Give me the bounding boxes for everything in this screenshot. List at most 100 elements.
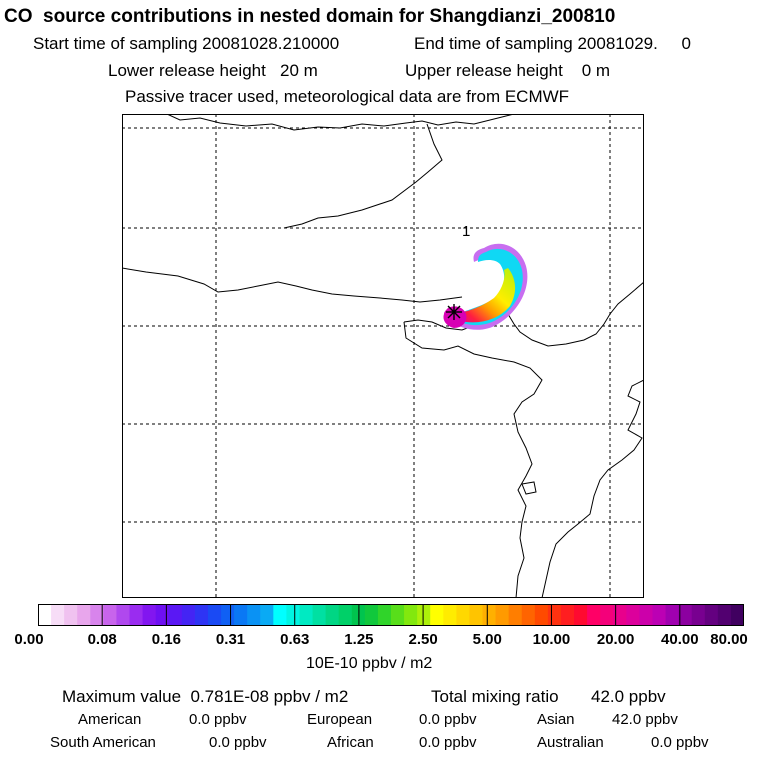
colorbar-cell bbox=[377, 604, 392, 626]
region-value: 0.0 ppbv bbox=[419, 734, 477, 751]
colorbar-tick-label: 20.00 bbox=[596, 631, 635, 648]
region-value: 0.0 ppbv bbox=[209, 734, 267, 751]
colorbar-cell bbox=[495, 604, 510, 626]
colorbar-cell bbox=[338, 604, 353, 626]
colorbar-cell bbox=[286, 604, 301, 626]
colorbar-cell bbox=[613, 604, 627, 626]
graticule bbox=[122, 114, 644, 598]
colorbar-cell bbox=[64, 604, 78, 626]
colorbar-cell bbox=[600, 604, 614, 626]
colorbar-cell bbox=[534, 604, 549, 626]
colorbar-cell bbox=[691, 604, 706, 626]
colorbar-cell bbox=[652, 604, 667, 626]
coastline-east bbox=[403, 281, 644, 347]
map-panel: 1 bbox=[122, 114, 644, 598]
region-value: 42.0 ppbv bbox=[612, 711, 678, 728]
colorbar-tick-label: 80.00 bbox=[710, 631, 748, 648]
start-time-label: Start time of sampling 20081028.210000 bbox=[33, 34, 340, 53]
colorbar-cell bbox=[639, 604, 654, 626]
end-time-label: End time of sampling 20081029. 0 bbox=[414, 34, 691, 53]
colorbar-cell bbox=[717, 604, 732, 626]
max-value-label: Maximum value 0.781E-08 ppbv / m2 bbox=[62, 687, 349, 706]
total-mixing-ratio-label: Total mixing ratio bbox=[431, 687, 559, 706]
colorbar bbox=[38, 604, 744, 626]
colorbar-cell bbox=[704, 604, 719, 626]
plot-title: CO source contributions in nested domain… bbox=[4, 6, 616, 27]
colorbar-cell bbox=[665, 604, 680, 626]
colorbar-cell bbox=[678, 604, 693, 626]
colorbar-units: 10E-10 ppbv / m2 bbox=[306, 655, 433, 672]
region-name: Australian bbox=[537, 734, 604, 751]
colorbar-cell bbox=[51, 604, 65, 626]
colorbar-cell bbox=[521, 604, 536, 626]
region-name: South American bbox=[50, 734, 156, 751]
colorbar-cell bbox=[247, 604, 261, 626]
coastline-north bbox=[166, 114, 515, 131]
colorbar-cell bbox=[469, 604, 484, 626]
colorbar-cell bbox=[273, 604, 287, 626]
colorbar-cell bbox=[404, 604, 418, 626]
colorbar-tick-label: 0.00 bbox=[14, 631, 44, 648]
colorbar-cell bbox=[417, 604, 431, 626]
colorbar-cell bbox=[312, 604, 327, 626]
colorbar-cell bbox=[181, 604, 196, 626]
colorbar-tick-label: 10.00 bbox=[532, 631, 571, 648]
region-name: Asian bbox=[537, 711, 575, 728]
colorbar-cell bbox=[168, 604, 183, 626]
colorbar-cell bbox=[77, 604, 91, 626]
colorbar-cell bbox=[38, 604, 52, 626]
colorbar-cell bbox=[364, 604, 379, 626]
coast-southeast bbox=[541, 379, 644, 598]
colorbar-cell bbox=[299, 604, 314, 626]
upper-release-label: Upper release height 0 m bbox=[405, 61, 611, 80]
star-marker-icon bbox=[446, 304, 462, 320]
colorbar-tick-label: 2.50 bbox=[408, 631, 438, 648]
colorbar-cell bbox=[587, 604, 601, 626]
marker-label: 1 bbox=[462, 223, 470, 240]
colorbar-cell bbox=[90, 604, 104, 626]
region-name: American bbox=[78, 711, 142, 728]
colorbar-cell bbox=[730, 604, 744, 626]
colorbar-tick-label: 0.31 bbox=[215, 631, 246, 648]
colorbar-cell bbox=[207, 604, 222, 626]
colorbar-cell bbox=[430, 604, 444, 626]
colorbar-cell bbox=[508, 604, 523, 626]
region-name: African bbox=[327, 734, 374, 751]
border-west bbox=[122, 267, 463, 303]
region-value: 0.0 ppbv bbox=[651, 734, 709, 751]
coast-islet bbox=[521, 481, 537, 495]
colorbar-cell bbox=[155, 604, 170, 626]
colorbar-cell bbox=[547, 604, 562, 626]
colorbar-cell bbox=[103, 604, 118, 626]
region-value: 0.0 ppbv bbox=[189, 711, 247, 728]
colorbar-tick-label: 0.16 bbox=[151, 631, 181, 648]
colorbar-tick-label: 0.08 bbox=[87, 631, 117, 648]
colorbar-cell bbox=[194, 604, 209, 626]
colorbar-cell bbox=[391, 604, 405, 626]
colorbar-cell bbox=[129, 604, 144, 626]
coastline-bay bbox=[283, 123, 443, 229]
map-frame bbox=[122, 114, 644, 598]
colorbar-cell bbox=[221, 604, 235, 626]
colorbar-cell bbox=[456, 604, 471, 626]
region-name: European bbox=[307, 711, 373, 728]
colorbar-tick-label: 0.63 bbox=[280, 631, 310, 648]
colorbar-frame bbox=[38, 604, 744, 626]
colorbar-tick-label: 1.25 bbox=[344, 631, 374, 648]
coastline-peninsula bbox=[403, 321, 543, 598]
colorbar-cell bbox=[116, 604, 131, 626]
total-mixing-ratio-value: 42.0 ppbv bbox=[591, 687, 666, 706]
colorbar-cell bbox=[560, 604, 575, 626]
colorbar-cell bbox=[234, 604, 248, 626]
colorbar-tick-label: 5.00 bbox=[472, 631, 502, 648]
tracer-note: Passive tracer used, meteorological data… bbox=[125, 87, 570, 106]
colorbar-cell bbox=[626, 604, 640, 626]
colorbar-cell bbox=[574, 604, 588, 626]
coastlines bbox=[122, 114, 644, 598]
colorbar-tick-label: 40.00 bbox=[661, 631, 699, 648]
colorbar-cell bbox=[443, 604, 457, 626]
lower-release-label: Lower release height 20 m bbox=[108, 61, 318, 80]
colorbar-cell bbox=[325, 604, 340, 626]
colorbar-cell bbox=[142, 604, 157, 626]
plume-core bbox=[454, 268, 516, 323]
